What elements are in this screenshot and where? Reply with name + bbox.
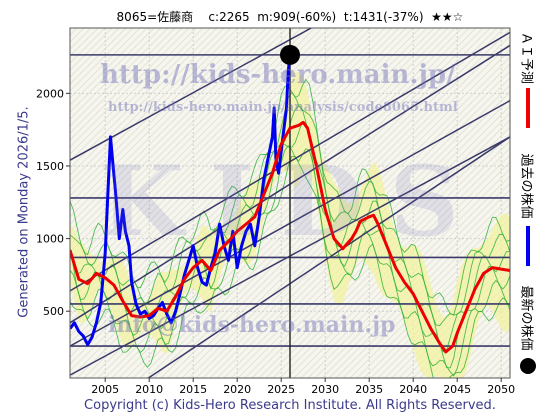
hatch-line (70, 28, 225, 183)
hatch-line (70, 28, 183, 141)
hatch-line (258, 126, 510, 378)
watermark-email: info@kids-hero.main.jp (108, 312, 396, 338)
hatch-line (70, 28, 246, 204)
hatch-line (265, 133, 510, 378)
legend-ai-forecast-label: ＡＩ予測 (518, 31, 534, 85)
legend-past-price-label: 過去の株価 (518, 153, 534, 219)
x-tick-label: 2015 (179, 383, 207, 396)
hatch-line (342, 210, 510, 378)
hatch-line (70, 28, 337, 295)
hatch-line (70, 28, 134, 92)
watermark-url-analysis: http://kids-hero.main.jp/analysis/code80… (108, 100, 458, 115)
legend-ai-forecast-swatch (526, 88, 530, 128)
hatch-line (70, 28, 169, 127)
rating-stars: ★★☆ (431, 10, 464, 24)
hatch-line (223, 91, 510, 378)
hatch-line (70, 28, 316, 274)
latest-price-marker (280, 44, 300, 65)
hatch-line (216, 84, 510, 378)
hatch-line (286, 154, 510, 378)
hatch-line (70, 28, 281, 239)
price-stats: c:2265 m:909(-60%) t:1431(-37%) (208, 10, 424, 24)
hatch-line (70, 28, 407, 365)
hatch-line (70, 28, 78, 36)
hatch-line (70, 28, 400, 358)
hatch-line (70, 28, 386, 344)
hatch-line (314, 182, 510, 378)
hatch-line (70, 28, 267, 225)
hatch-line (132, 28, 484, 378)
hatch-line (70, 28, 190, 148)
x-tick-label: 2020 (223, 383, 251, 396)
x-tick-label: 2040 (399, 383, 427, 396)
hatch-line (70, 28, 253, 211)
hatch-line (70, 28, 260, 218)
hatch-line (70, 28, 232, 190)
legend-latest-price-label: 最新の株価 (518, 285, 534, 351)
hatch-line (300, 168, 510, 378)
chart-header: 8065=佐藤商 c:2265 m:909(-60%) t:1431(-37%)… (70, 8, 510, 25)
hatch-line (70, 28, 288, 246)
y-tick-label: 1000 (36, 233, 64, 246)
hatch-line (139, 28, 491, 378)
y-tick-label: 500 (43, 305, 64, 318)
generated-date-label: Generated on Monday 2026/1/5. (16, 106, 32, 318)
hatch-line (426, 294, 510, 378)
hatch-line (328, 196, 510, 378)
hatch-line (251, 119, 510, 378)
hatch-line (70, 28, 71, 29)
hatch-line (70, 28, 155, 113)
ai-forecast-line (70, 120, 510, 354)
hatch-line (321, 189, 510, 378)
x-tick-label: 2045 (443, 383, 471, 396)
hatch-line (70, 28, 148, 106)
legend-latest-price-dot (520, 358, 536, 374)
hatch-line (279, 147, 510, 378)
hatch-line (70, 28, 330, 288)
hatch-line (174, 42, 510, 378)
hatch-line (70, 28, 218, 176)
copyright-notice: Copyright (c) Kids-Hero Research Institu… (84, 398, 496, 413)
hatch-line (70, 28, 323, 281)
hatch-line (70, 28, 295, 253)
hatch-line (335, 203, 510, 378)
hatch-line (546, 28, 560, 378)
x-tick-label: 2010 (135, 383, 163, 396)
stock-code-name: 8065=佐藤商 (116, 10, 194, 24)
hatch-line (70, 28, 204, 162)
hatch-line (244, 112, 510, 378)
hatch-line (70, 28, 274, 232)
watermark-url-main: http://kids-hero.main.jp/ (100, 60, 456, 90)
legend-past-price-swatch (526, 226, 530, 266)
watermark-brand: KIDS (100, 145, 485, 258)
hatch-line (70, 28, 197, 155)
hatch-line (307, 175, 510, 378)
x-tick-label: 2025 (267, 383, 295, 396)
hatch-line (70, 28, 239, 197)
hatch-line (433, 301, 510, 378)
hatch-line (70, 28, 176, 134)
hatch-line (118, 28, 470, 378)
hatch-line (70, 28, 141, 99)
hatch-line (70, 28, 309, 267)
y-tick-label: 1500 (36, 160, 64, 173)
hatch-line (237, 105, 510, 378)
hatch-line (539, 28, 560, 378)
x-tick-label: 2030 (311, 383, 339, 396)
hatch-line (70, 28, 162, 120)
hatch-line (70, 28, 211, 169)
hatch-line (70, 28, 302, 260)
hatch-line (272, 140, 510, 378)
x-tick-label: 2050 (487, 383, 515, 396)
y-tick-label: 2000 (36, 87, 64, 100)
x-tick-label: 2035 (355, 383, 383, 396)
hatch-line (293, 161, 510, 378)
plot-frame (69, 27, 511, 379)
x-tick-label: 2005 (91, 383, 119, 396)
hatch-line (553, 28, 560, 378)
